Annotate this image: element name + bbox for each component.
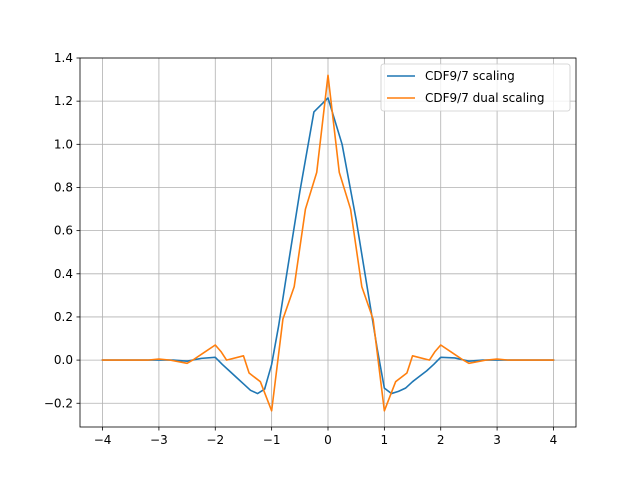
x-tick-label: −2	[206, 433, 224, 447]
grid-layer	[80, 57, 576, 427]
legend: CDF9/7 scaling CDF9/7 dual scaling	[380, 63, 571, 112]
x-tick-label: −3	[150, 433, 168, 447]
y-tick-label: 0.8	[54, 180, 73, 194]
series-line-1	[101, 97, 555, 395]
x-tick-label: 4	[550, 433, 558, 447]
x-tick-label: 3	[493, 433, 501, 447]
y-tick-label: 0.4	[54, 267, 73, 281]
x-tick-label: 2	[437, 433, 445, 447]
legend-box	[380, 63, 571, 112]
y-tick-label: 0.6	[54, 224, 73, 238]
series-layer	[101, 74, 555, 412]
tick-layer: −4 −3 −2 −1 0 1 2 3 4 −0.2 0.0 0.2 0.4 0.6 0.8 1.0 1.2 1.…	[44, 51, 557, 447]
x-tick-label: 0	[324, 433, 332, 447]
x-tick-label: 1	[381, 433, 389, 447]
y-tick-label: −0.2	[44, 396, 73, 410]
series-line-2	[101, 74, 555, 412]
x-tick-label: −1	[263, 433, 281, 447]
y-tick-label: 0.2	[54, 310, 73, 324]
y-tick-label: 1.2	[54, 94, 73, 108]
x-tick-label: −4	[94, 433, 112, 447]
legend-label-2: CDF9/7 dual scaling	[425, 91, 544, 105]
y-tick-label: 1.4	[54, 51, 73, 65]
y-tick-label: 0.0	[54, 353, 73, 367]
legend-label-1: CDF9/7 scaling	[425, 69, 515, 83]
y-tick-label: 1.0	[54, 137, 73, 151]
